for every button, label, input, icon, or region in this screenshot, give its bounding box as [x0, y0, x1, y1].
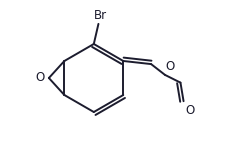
Text: Br: Br	[93, 9, 106, 22]
Text: O: O	[166, 60, 175, 73]
Text: O: O	[36, 71, 45, 85]
Text: O: O	[185, 104, 194, 117]
